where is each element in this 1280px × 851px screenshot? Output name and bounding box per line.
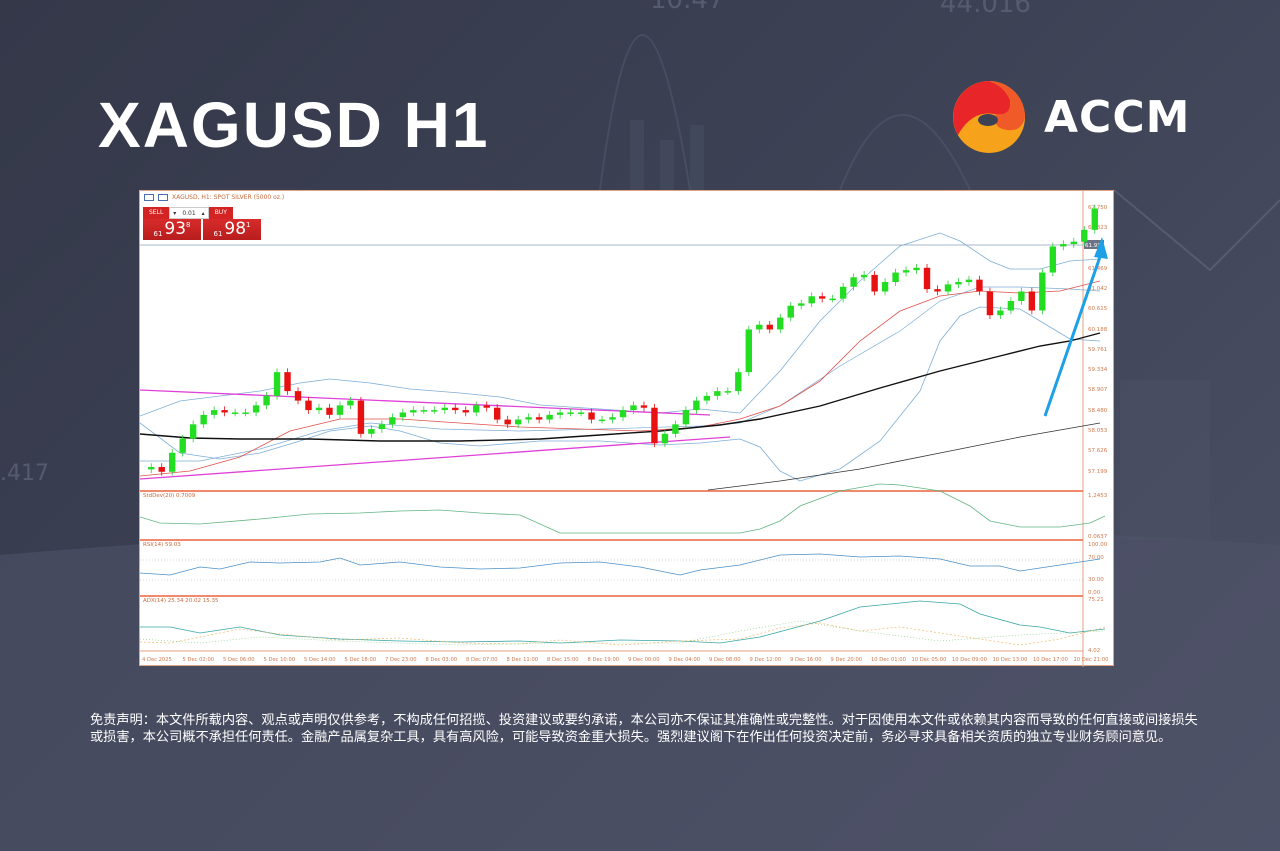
lot-increase-icon[interactable]: ▴ [201, 209, 205, 217]
svg-text:9 Dec 16:00: 9 Dec 16:00 [790, 657, 822, 663]
svg-text:30.00: 30.00 [1088, 577, 1104, 583]
svg-text:44.016: 44.016 [940, 0, 1031, 19]
lot-decrease-icon[interactable]: ▾ [173, 209, 177, 217]
svg-text:0.00: 0.00 [1088, 590, 1101, 596]
sell-price[interactable]: 61 93 8 [143, 219, 201, 240]
one-click-trading-panel: SELL ▾ 0.01 ▴ BUY 61 93 8 61 98 1 [143, 207, 263, 240]
svg-text:1.2453: 1.2453 [1088, 493, 1108, 499]
svg-text:60.188: 60.188 [1088, 327, 1108, 333]
svg-text:57.626: 57.626 [1088, 448, 1108, 454]
svg-text:10 Dec 05:00: 10 Dec 05:00 [912, 657, 947, 663]
svg-text:5 Dec 02:00: 5 Dec 02:00 [183, 657, 215, 663]
chart-header: XAGUSD, H1: SPOT SILVER (5000 oz.) [144, 194, 284, 201]
svg-text:9 Dec 20:00: 9 Dec 20:00 [831, 657, 863, 663]
svg-text:10 Dec 01:00: 10 Dec 01:00 [871, 657, 906, 663]
rsi-label: RSI(14) 59.03 [143, 542, 181, 548]
svg-text:57.199: 57.199 [1088, 469, 1108, 475]
disclaimer-text: 免责声明：本文件所载内容、观点或声明仅供参考，不构成任何招揽、投资建议或要约承诺… [90, 713, 1198, 745]
chart-type-icon[interactable] [158, 194, 168, 201]
sell-button[interactable]: SELL [143, 207, 170, 219]
svg-text:5 Dec 10:00: 5 Dec 10:00 [264, 657, 296, 663]
svg-text:8 Dec 07:00: 8 Dec 07:00 [466, 657, 498, 663]
svg-text:10 Dec 09:00: 10 Dec 09:00 [952, 657, 987, 663]
grid-icon[interactable] [144, 194, 154, 201]
svg-text:100.00: 100.00 [1088, 542, 1108, 548]
sell-price-big: 93 [164, 219, 187, 239]
trading-chart[interactable]: 61.938 62.750 62.323 61.469 61.042 60.61… [139, 190, 1114, 667]
svg-text:62.750: 62.750 [1088, 205, 1108, 211]
svg-text:8 Dec 15:00: 8 Dec 15:00 [547, 657, 579, 663]
svg-text:10 Dec 13:00: 10 Dec 13:00 [993, 657, 1028, 663]
svg-text:58.907: 58.907 [1088, 387, 1108, 393]
svg-text:9 Dec 04:00: 9 Dec 04:00 [669, 657, 701, 663]
svg-text:5 Dec 06:00: 5 Dec 06:00 [223, 657, 255, 663]
svg-text:.417: .417 [0, 461, 49, 486]
svg-text:8 Dec 11:00: 8 Dec 11:00 [507, 657, 539, 663]
sell-price-sup: 8 [186, 221, 191, 229]
svg-text:9 Dec 12:00: 9 Dec 12:00 [750, 657, 782, 663]
svg-text:9 Dec 08:00: 9 Dec 08:00 [709, 657, 741, 663]
chart-canvas: 61.938 62.750 62.323 61.469 61.042 60.61… [140, 191, 1109, 667]
page-title: XAGUSD H1 [98, 89, 490, 161]
brand-name: ACCM [1044, 91, 1191, 143]
svg-text:59.334: 59.334 [1088, 367, 1108, 373]
svg-text:60.615: 60.615 [1088, 306, 1108, 312]
buy-price[interactable]: 61 98 1 [203, 219, 261, 240]
svg-text:58.480: 58.480 [1088, 408, 1108, 414]
buy-button[interactable]: BUY [208, 207, 233, 219]
svg-text:8 Dec 03:00: 8 Dec 03:00 [426, 657, 458, 663]
adx-label: ADX(14) 25.34 20.02 15.35 [143, 598, 219, 604]
svg-text:10 Dec 17:00: 10 Dec 17:00 [1033, 657, 1068, 663]
svg-text:5 Dec 14:00: 5 Dec 14:00 [304, 657, 336, 663]
svg-text:5 Dec 18:00: 5 Dec 18:00 [345, 657, 377, 663]
svg-text:61.469: 61.469 [1088, 266, 1108, 272]
svg-text:10.47: 10.47 [650, 0, 724, 15]
symbol-label: XAGUSD, H1: SPOT SILVER (5000 oz.) [172, 194, 285, 201]
buy-price-prefix: 61 [213, 230, 223, 238]
svg-text:75.21: 75.21 [1088, 597, 1104, 603]
svg-text:70.00: 70.00 [1088, 555, 1104, 561]
svg-text:8 Dec 19:00: 8 Dec 19:00 [588, 657, 620, 663]
sell-price-prefix: 61 [153, 230, 163, 238]
svg-text:61.938: 61.938 [1085, 243, 1105, 249]
svg-text:4.02: 4.02 [1088, 648, 1100, 654]
lot-size-stepper[interactable]: ▾ 0.01 ▴ [169, 207, 209, 219]
svg-text:58.053: 58.053 [1088, 428, 1108, 434]
svg-text:7 Dec 23:00: 7 Dec 23:00 [385, 657, 417, 663]
buy-price-sup: 1 [246, 221, 251, 229]
brand-logo: ACCM [952, 80, 1190, 154]
svg-text:4 Dec 2025: 4 Dec 2025 [142, 657, 172, 663]
accm-logo-icon [953, 81, 1025, 153]
buy-price-big: 98 [224, 219, 247, 239]
svg-text:59.761: 59.761 [1088, 347, 1107, 353]
svg-text:0.0637: 0.0637 [1088, 534, 1108, 540]
svg-text:61.042: 61.042 [1088, 286, 1107, 292]
svg-text:10 Dec 21:00: 10 Dec 21:00 [1074, 657, 1109, 663]
stddev-label: StdDev(20) 0.7009 [143, 493, 196, 499]
lot-size-input[interactable]: 0.01 [182, 209, 196, 217]
svg-text:9 Dec 00:00: 9 Dec 00:00 [628, 657, 660, 663]
